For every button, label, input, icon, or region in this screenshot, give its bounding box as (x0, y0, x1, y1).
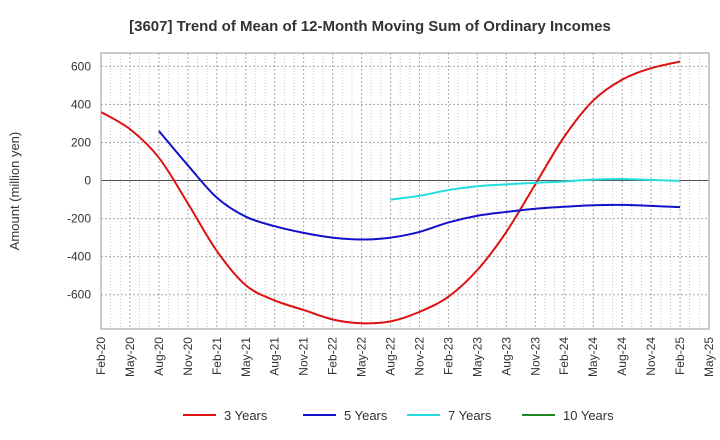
x-tick-label: May-20 (123, 337, 137, 377)
x-tick-label: May-23 (470, 337, 484, 377)
series-layer (100, 60, 681, 325)
y-tick-label: 200 (71, 135, 91, 149)
x-tick-label: Aug-23 (499, 337, 513, 376)
x-tick-label: May-25 (702, 337, 716, 377)
x-tick-label: Nov-20 (181, 337, 195, 376)
y-tick-label: 400 (71, 97, 91, 111)
y-axis-label: Amount (million yen) (7, 132, 22, 251)
x-tick-label: Nov-24 (644, 337, 658, 376)
x-tick-label: Nov-21 (297, 337, 311, 376)
x-tick-label: May-22 (355, 337, 369, 377)
legend-label-3-years: 3 Years (224, 408, 268, 423)
x-tick-label: Aug-21 (268, 337, 282, 376)
y-axis-ticks: 600 400 200 0 -200 -400 -600 (67, 59, 91, 301)
y-tick-label: 600 (71, 59, 91, 73)
y-tick-label: -200 (67, 212, 91, 226)
legend-label-7-years: 7 Years (448, 408, 492, 423)
x-tick-label: May-21 (239, 337, 253, 377)
x-tick-label: Feb-23 (441, 337, 455, 375)
chart-title: [3607] Trend of Mean of 12-Month Moving … (129, 18, 611, 35)
y-tick-label: -400 (67, 250, 91, 264)
x-axis-ticks: Feb-20 May-20 Aug-20 Nov-20 Feb-21 May-21 Aug-… (94, 337, 716, 377)
y-tick-label: -600 (67, 288, 91, 302)
x-tick-label: Aug-22 (384, 337, 398, 376)
legend-label-5-years: 5 Years (344, 408, 388, 423)
x-tick-label: Feb-25 (673, 337, 687, 375)
x-tick-label: May-24 (586, 337, 600, 377)
series-line-5-years (158, 130, 681, 241)
x-tick-label: Feb-20 (94, 337, 108, 375)
x-tick-label: Nov-22 (412, 337, 426, 376)
legend-label-10-years: 10 Years (563, 408, 614, 423)
series-line-3-years (100, 60, 681, 325)
legend: 3 Years 5 Years 7 Years 10 Years (183, 408, 614, 423)
series-line-7-years (390, 177, 681, 201)
plot-frame (100, 52, 710, 330)
x-tick-label: Feb-21 (210, 337, 224, 375)
x-tick-label: Feb-22 (326, 337, 340, 375)
x-tick-label: Feb-24 (557, 337, 571, 375)
x-tick-label: Nov-23 (528, 337, 542, 376)
x-tick-label: Aug-24 (615, 337, 629, 376)
plot-grid (100, 53, 710, 329)
y-tick-label: 0 (84, 174, 91, 188)
x-tick-label: Aug-20 (152, 337, 166, 376)
